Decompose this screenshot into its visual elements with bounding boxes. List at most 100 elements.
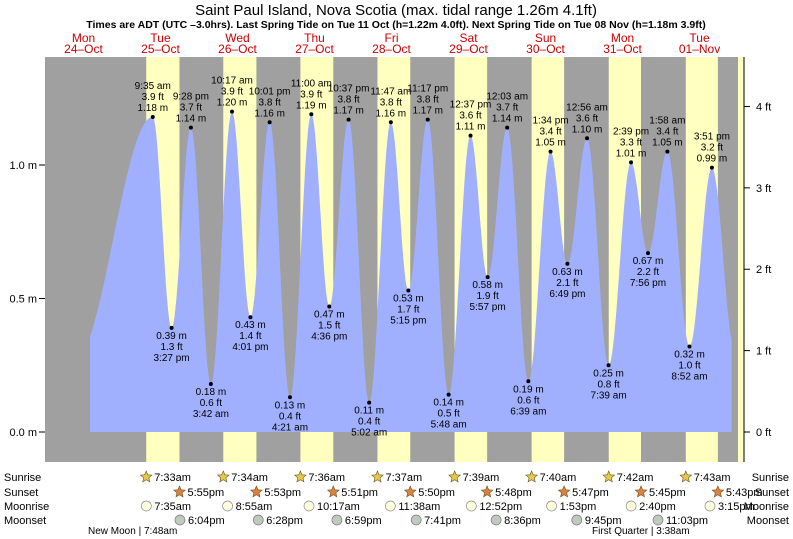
day-date-label: 24–Oct	[64, 42, 103, 56]
tide-m-label: 0.58 m	[472, 280, 503, 291]
low-tide-marker: 0.58 m1.9 ft5:57 pm	[470, 275, 506, 313]
tide-time-label: 9:35 am	[135, 81, 171, 92]
low-tide-marker: 0.18 m0.6 ft3:42 am	[193, 381, 229, 420]
sunset-star-icon	[173, 485, 186, 498]
day-of-week-label: Mon	[611, 31, 634, 45]
day-of-week-label: Mon	[72, 31, 95, 45]
tide-time-label: 9:28 pm	[173, 92, 209, 103]
low-tide-marker: 0.19 m0.6 ft6:39 am	[510, 379, 546, 417]
tide-m-label: 0.25 m	[593, 368, 624, 379]
day-date-label: 30–Oct	[526, 42, 565, 56]
tide-m-label: 1.17 m	[412, 106, 443, 117]
tide-m-label: 0.19 m	[513, 384, 544, 395]
tide-m-label: 0.47 m	[314, 310, 345, 321]
tide-point	[425, 117, 430, 122]
tide-time-label: 1:34 pm	[532, 116, 568, 127]
sunrise-time: 7:37am	[385, 472, 422, 484]
tide-markers: 9:35 am3.9 ft1.18 m0.39 m1.3 ft3:27 pm9:…	[135, 76, 730, 439]
moonset-time: 7:41pm	[424, 515, 461, 527]
low-tide-marker: 0.67 m2.2 ft7:56 pm	[630, 251, 666, 289]
tide-m-label: 1.17 m	[333, 106, 364, 117]
tide-time-label: 6:49 pm	[549, 289, 585, 300]
tide-time-label: 5:48 am	[431, 420, 467, 431]
high-tide-marker: 3:51 pm3.2 ft0.99 m	[694, 132, 730, 170]
tide-time-label: 11:47 am	[370, 86, 411, 97]
tide-time-label: 4:01 pm	[232, 342, 268, 353]
high-tide-marker: 9:28 pm3.7 ft1.14 m	[173, 92, 209, 130]
high-tide-marker: 12:56 am3.6 ft1.10 m	[566, 102, 608, 141]
day-of-week-label: Sun	[535, 31, 556, 45]
tide-time-label: 1:58 am	[649, 116, 685, 127]
high-tide-marker: 10:17 am3.9 ft1.20 m	[211, 76, 253, 114]
tide-point	[526, 379, 531, 384]
high-tide-marker: 11:17 pm3.8 ft1.17 m	[407, 84, 448, 122]
day-of-week-label: Wed	[225, 31, 249, 45]
day-headers: Mon24–OctTue25–OctWed26–OctThu27–OctFri2…	[64, 31, 720, 56]
moonset-time: 6:59pm	[345, 515, 382, 527]
sunrise-time: 7:34am	[231, 472, 268, 484]
tide-point	[406, 288, 411, 293]
tide-water-area	[90, 111, 732, 432]
high-tide-marker: 10:01 pm3.8 ft1.16 m	[249, 86, 291, 125]
tide-time-label: 12:03 am	[486, 92, 528, 103]
tide-point	[287, 395, 292, 400]
moonrise-moon-icon	[222, 500, 233, 512]
moonset-time: 11:03pm	[666, 515, 708, 527]
moonrise-moon-icon	[385, 500, 396, 512]
tide-ft-label: 2.2 ft	[637, 267, 659, 278]
row-label-left-moonrise: Moonrise	[4, 501, 49, 513]
moonset-moon-icon	[571, 514, 583, 526]
high-tide-marker: 12:03 am3.7 ft1.14 m	[486, 92, 528, 130]
y-axis-ticks: 0.0 m 0.5 m 1.0 m 0 ft 1 ft 2 ft 3 ft 4 ft	[9, 101, 771, 439]
high-tide-marker: 9:35 am3.9 ft1.18 m	[135, 81, 171, 119]
y-tick-label-ft: 3 ft	[756, 183, 771, 195]
tide-m-label: 0.18 m	[196, 387, 227, 398]
tide-time-label: 7:39 am	[591, 390, 627, 401]
moon-phase-first-quarter: First Quarter | 3:38am	[592, 526, 690, 537]
sunset-star-icon	[249, 485, 263, 498]
sunrise-star-icon	[525, 470, 539, 483]
sunset-time: 5:50pm	[418, 487, 455, 499]
moon-phase-new-moon: New Moon | 7:48am	[88, 526, 177, 537]
tide-m-label: 0.14 m	[433, 398, 464, 409]
tide-ft-label: 3.6 ft	[576, 113, 598, 124]
high-tide-marker: 1:34 pm3.4 ft1.05 m	[532, 116, 569, 154]
tide-point	[485, 275, 490, 280]
moonset-moon-icon	[174, 514, 186, 526]
tide-time-label: 4:21 am	[272, 422, 308, 433]
day-date-label: 26–Oct	[218, 42, 257, 56]
sunrise-star-icon	[602, 470, 616, 483]
tide-m-label: 0.32 m	[674, 350, 705, 361]
moonset-time: 6:28pm	[266, 515, 303, 527]
high-tide-marker: 10:37 pm3.8 ft1.17 m	[328, 84, 369, 122]
tide-ft-label: 1.0 ft	[678, 361, 700, 372]
tide-m-label: 1.14 m	[176, 114, 207, 125]
tide-time-label: 3:27 pm	[154, 353, 190, 364]
tide-point	[468, 133, 473, 138]
low-tide-marker: 0.63 m2.1 ft6:49 pm	[549, 261, 585, 300]
tide-m-label: 1.01 m	[616, 148, 647, 159]
tide-ft-label: 3.8 ft	[380, 97, 402, 108]
moonset-moon-icon	[490, 514, 502, 526]
tide-time-label: 7:56 pm	[630, 278, 666, 289]
y-tick-label-ft: 0 ft	[756, 427, 771, 439]
high-tide-marker: 11:47 am3.8 ft1.16 m	[370, 86, 411, 125]
tide-m-label: 1.14 m	[492, 114, 523, 125]
tide-m-label: 0.39 m	[156, 331, 187, 342]
tide-m-label: 1.20 m	[217, 98, 248, 109]
moonrise-moon-icon	[303, 500, 315, 512]
tide-ft-label: 1.9 ft	[476, 291, 498, 302]
moonrise-time: 11:38am	[398, 501, 440, 513]
tide-ft-label: 3.8 ft	[337, 95, 359, 106]
tide-ft-label: 3.3 ft	[620, 137, 642, 148]
tide-ft-label: 3.8 ft	[417, 95, 439, 106]
tide-ft-label: 0.4 ft	[279, 411, 301, 422]
sunrise-star-icon	[216, 470, 230, 483]
tide-point	[665, 149, 670, 154]
tide-m-label: 1.16 m	[254, 108, 285, 119]
moonrise-moon-icon	[465, 500, 477, 512]
tide-point	[565, 261, 570, 266]
moonrise-time: 1:53pm	[560, 501, 597, 513]
sunrise-star-icon	[448, 470, 462, 483]
tide-ft-label: 2.1 ft	[556, 278, 578, 289]
